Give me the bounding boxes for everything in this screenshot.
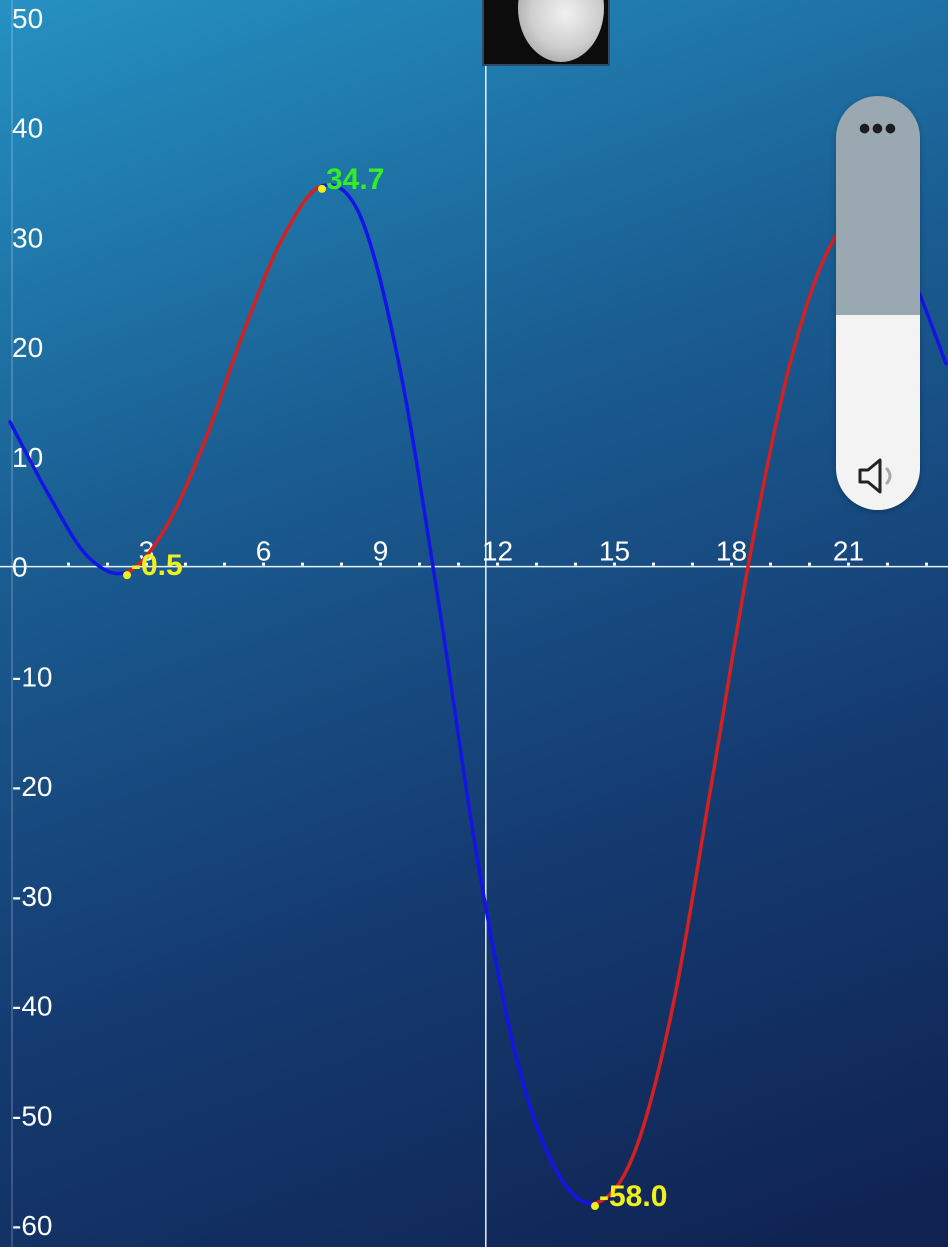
x-tick-label: 18 [716, 536, 747, 567]
rising-tide-segment [671, 778, 714, 1008]
rising-tide-segment [593, 1151, 636, 1205]
x-minor-tick [379, 562, 382, 566]
falling-tide-segment [398, 367, 441, 607]
extremum-label: -58.0 [599, 1180, 667, 1213]
x-minor-tick [886, 562, 889, 566]
tide-curve [8, 183, 948, 1206]
x-minor-tick [457, 562, 460, 566]
x-minor-tick [496, 562, 499, 566]
x-axis-ticks: 3 6 9 12 15 18 21 [139, 536, 864, 567]
falling-tide-segment [554, 1168, 597, 1206]
x-minor-tick [223, 562, 226, 566]
y-tick-label: -40 [12, 991, 52, 1022]
extremum-point [318, 184, 326, 193]
x-minor-tick [769, 562, 772, 566]
rising-tide-segment [281, 184, 324, 240]
x-minor-tick [145, 562, 148, 566]
y-tick-label: -60 [12, 1210, 52, 1241]
falling-tide-segment [359, 215, 402, 371]
y-tick-label: -50 [12, 1100, 52, 1131]
extremum-point [123, 571, 131, 580]
speaker-icon[interactable] [856, 456, 902, 496]
falling-tide-segment [437, 603, 480, 865]
volume-popup[interactable]: ••• [836, 96, 920, 510]
falling-tide-segment [515, 1058, 558, 1172]
x-minor-tick [847, 562, 850, 566]
falling-tide-segment [476, 861, 519, 1063]
rising-tide-segment [203, 328, 246, 443]
x-minor-tick [340, 562, 343, 566]
x-minor-tick [808, 562, 811, 566]
x-minor-ticks [67, 562, 928, 566]
y-tick-label: -30 [12, 881, 52, 912]
y-tick-label: -10 [12, 661, 52, 692]
y-tick-label: -20 [12, 771, 52, 802]
x-tick-label: 9 [373, 536, 389, 567]
y-tick-label: 40 [12, 113, 43, 144]
moon-disc [518, 0, 604, 62]
x-minor-tick [184, 562, 187, 566]
x-minor-tick [730, 562, 733, 566]
x-minor-tick [652, 562, 655, 566]
x-tick-label: 12 [482, 536, 513, 567]
x-minor-tick [106, 562, 109, 566]
y-tick-label: 50 [12, 3, 43, 34]
rising-tide-segment [788, 246, 831, 366]
x-tick-label: 21 [833, 536, 864, 567]
y-tick-label: 20 [12, 332, 43, 363]
x-minor-tick [574, 562, 577, 566]
x-minor-tick [67, 562, 70, 566]
rising-tide-segment [710, 548, 753, 783]
extremum-point [591, 1202, 599, 1211]
extremum-label: 34.7 [326, 163, 384, 196]
falling-tide-segment [320, 183, 363, 220]
x-tick-label: 15 [599, 536, 630, 567]
x-minor-tick [925, 562, 928, 566]
falling-tide-segment [8, 420, 51, 498]
x-minor-tick [535, 562, 538, 566]
falling-tide-segment [47, 493, 90, 559]
x-minor-tick [301, 562, 304, 566]
volume-level-fill[interactable] [836, 315, 920, 510]
moon-phase-icon[interactable] [482, 0, 610, 66]
x-minor-tick [613, 562, 616, 566]
y-tick-label: 30 [12, 222, 43, 253]
extremum-label: -0.5 [131, 549, 183, 582]
rising-tide-segment [749, 361, 792, 552]
x-minor-tick [418, 562, 421, 566]
rising-tide-segment [632, 1003, 675, 1156]
x-minor-tick [691, 562, 694, 566]
rising-tide-segment [242, 235, 285, 333]
rising-tide-segment [125, 525, 168, 574]
more-dots-icon[interactable]: ••• [858, 110, 898, 148]
x-tick-label: 6 [256, 536, 272, 567]
extrema-markers: -0.5 34.7 -58.0 6 [123, 163, 889, 1213]
x-minor-tick [262, 562, 265, 566]
rising-tide-segment [164, 438, 207, 529]
